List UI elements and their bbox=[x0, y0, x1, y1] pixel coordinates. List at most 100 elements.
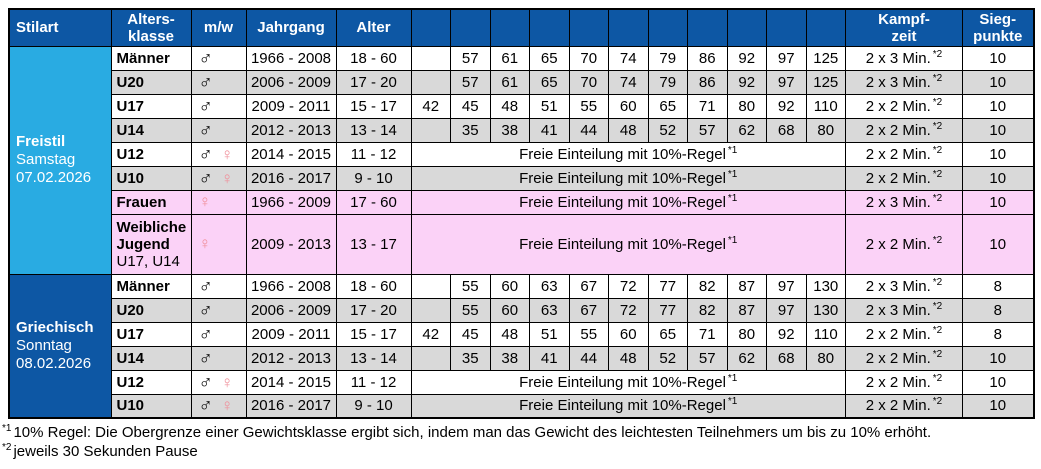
altersklasse-label: U14 bbox=[116, 349, 145, 367]
altersklasse-label: U10 bbox=[116, 397, 145, 415]
alter-cell: 18 - 60 bbox=[335, 273, 412, 299]
kampfzeit-footnote-ref: *2 bbox=[932, 348, 943, 360]
stilart-date: 07.02.2026 bbox=[16, 169, 92, 186]
weight-cell: 52 bbox=[647, 345, 688, 371]
weight-cell: 65 bbox=[647, 321, 688, 347]
altersklasse-sublabel: U17, U14 bbox=[116, 252, 180, 270]
weight-cell: 86 bbox=[687, 45, 728, 71]
altersklasse-cell: U10 bbox=[110, 165, 192, 191]
male-symbol-icon: ♂ bbox=[198, 323, 213, 345]
table-row: U17 ♂ 2009 - 2011 15 - 17 42 45 48 51 55 60 65 71 80… bbox=[9, 93, 1034, 119]
kampfzeit-cell: 2 x 3 Min. *2 bbox=[845, 45, 963, 71]
weight-cell: 55 bbox=[568, 93, 609, 119]
free-einteilung-cell: Freie Einteilung mit 10%-Regel *1 bbox=[410, 189, 846, 215]
gender-cell: ♀ bbox=[190, 213, 247, 275]
weight-class-table: Stilart Alters-klasse m/w Jahrgang Alter… bbox=[8, 8, 1035, 419]
free-einteilung-label: Freie Einteilung mit 10%-Regel bbox=[519, 169, 726, 187]
col-header-jahrgang: Jahrgang bbox=[245, 8, 337, 47]
weight-cell: 60 bbox=[608, 321, 649, 347]
altersklasse-cell: U14 bbox=[110, 345, 192, 371]
weight-cell: 65 bbox=[529, 69, 570, 95]
weight-cell: 38 bbox=[489, 345, 530, 371]
male-symbol-icon: ♂ bbox=[198, 299, 213, 321]
siegpunkte-cell: 10 bbox=[962, 141, 1034, 167]
siegpunkte-cell: 8 bbox=[962, 321, 1034, 347]
altersklasse-cell: U10 bbox=[110, 393, 192, 419]
weight-cell: 82 bbox=[687, 273, 728, 299]
kampfzeit-cell: 2 x 2 Min. *2 bbox=[845, 213, 963, 275]
weight-cell: 52 bbox=[647, 117, 688, 143]
male-symbol-icon: ♂ bbox=[198, 275, 213, 297]
kampfzeit-footnote-ref: *2 bbox=[932, 48, 943, 60]
gender-cell: ♂ bbox=[190, 297, 247, 323]
male-symbol-icon: ♂ bbox=[198, 395, 213, 417]
jahrgang-cell: 2006 - 2009 bbox=[245, 69, 337, 95]
footnote-1-text: 10% Regel: Die Obergrenze einer Gewichts… bbox=[13, 424, 932, 441]
alter-cell: 11 - 12 bbox=[335, 369, 412, 395]
siegpunkte-cell: 10 bbox=[962, 369, 1034, 395]
weight-cell bbox=[410, 345, 451, 371]
kampfzeit-value: 2 x 3 Min. bbox=[865, 73, 931, 91]
kampfzeit-value: 2 x 3 Min. bbox=[865, 49, 931, 67]
jahrgang-cell: 2016 - 2017 bbox=[245, 393, 337, 419]
col-header-weight-blank bbox=[766, 8, 807, 47]
kampfzeit-cell: 2 x 2 Min. *2 bbox=[845, 369, 963, 395]
weight-cell: 92 bbox=[726, 69, 767, 95]
col-header-alter: Alter bbox=[335, 8, 412, 47]
kampfzeit-footnote-ref: *2 bbox=[932, 234, 943, 246]
alter-cell: 18 - 60 bbox=[335, 45, 412, 71]
kampfzeit-footnote-ref: *2 bbox=[932, 396, 943, 408]
free-einteilung-cell: Freie Einteilung mit 10%-Regel *1 bbox=[410, 369, 846, 395]
weight-cell bbox=[410, 45, 451, 71]
kampfzeit-value: 2 x 2 Min. bbox=[865, 121, 931, 139]
table-row: Freistil Samstag 07.02.2026 Männer ♂ 1966 - 2… bbox=[8, 45, 1034, 275]
weight-cell: 42 bbox=[410, 93, 451, 119]
altersklasse-label: U20 bbox=[116, 73, 145, 91]
weight-cell: 97 bbox=[766, 273, 807, 299]
weight-cell: 35 bbox=[450, 345, 491, 371]
weight-cell: 61 bbox=[489, 45, 530, 71]
male-symbol-icon: ♂ bbox=[198, 143, 213, 165]
altersklasse-cell: Männer bbox=[110, 45, 192, 71]
gender-cell: ♂ ♀ bbox=[190, 369, 247, 395]
altersklasse-cell: U20 bbox=[110, 69, 192, 95]
gender-cell: ♂ ♀ bbox=[190, 165, 247, 191]
altersklasse-cell: U14 bbox=[110, 117, 192, 143]
weight-cell: 87 bbox=[726, 273, 767, 299]
weight-cell: 62 bbox=[726, 345, 767, 371]
gender-cell: ♂ bbox=[190, 273, 247, 299]
alter-cell: 17 - 20 bbox=[335, 297, 412, 323]
weight-cell: 68 bbox=[766, 345, 807, 371]
weight-cell: 55 bbox=[450, 273, 491, 299]
stilart-day: Samstag bbox=[16, 151, 76, 168]
footnote-1-marker: *1 bbox=[2, 423, 12, 434]
free-einteilung-footnote-ref: *1 bbox=[727, 234, 738, 246]
free-einteilung-label: Freie Einteilung mit 10%-Regel bbox=[519, 397, 726, 415]
weight-cell: 97 bbox=[766, 45, 807, 71]
col-header-siegpunkte-line1: Sieg- bbox=[979, 10, 1017, 28]
weight-cell: 71 bbox=[687, 93, 728, 119]
weight-cell bbox=[410, 117, 451, 143]
col-header-weight-blank bbox=[647, 8, 688, 47]
jahrgang-cell: 2012 - 2013 bbox=[245, 345, 337, 371]
weight-cell: 62 bbox=[726, 117, 767, 143]
kampfzeit-value: 2 x 2 Min. bbox=[865, 325, 931, 343]
weight-cell: 125 bbox=[805, 45, 846, 71]
kampfzeit-cell: 2 x 3 Min. *2 bbox=[845, 69, 963, 95]
altersklasse-label: U10 bbox=[116, 169, 145, 187]
weight-cell: 63 bbox=[529, 297, 570, 323]
footnotes: *1 10% Regel: Die Obergrenze einer Gewich… bbox=[2, 423, 1041, 461]
weight-cell: 48 bbox=[489, 93, 530, 119]
weight-cell: 55 bbox=[450, 297, 491, 323]
kampfzeit-footnote-ref: *2 bbox=[932, 324, 943, 336]
kampfzeit-cell: 2 x 2 Min. *2 bbox=[845, 117, 963, 143]
weight-cell: 87 bbox=[726, 297, 767, 323]
free-einteilung-footnote-ref: *1 bbox=[727, 372, 738, 384]
weight-cell: 92 bbox=[766, 93, 807, 119]
table-row: U12 ♂ ♀ 2014 - 2015 11 - 12 Freie Einteilung … bbox=[9, 369, 1034, 395]
weight-cell: 35 bbox=[450, 117, 491, 143]
weight-cell: 71 bbox=[687, 321, 728, 347]
table-row: U14 ♂ 2012 - 2013 13 - 14 35 38 41 44 48 52 57 62 68… bbox=[9, 345, 1034, 371]
weight-cell: 110 bbox=[805, 321, 846, 347]
weight-cell: 44 bbox=[568, 345, 609, 371]
